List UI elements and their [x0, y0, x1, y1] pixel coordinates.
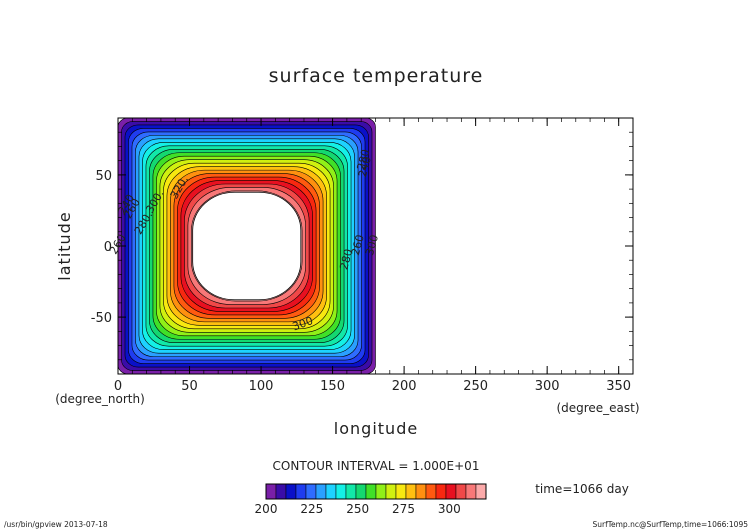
colorbar	[265, 483, 487, 500]
colorbar-swatch	[315, 483, 327, 500]
x-tick-label: 300	[535, 379, 560, 394]
colorbar-swatch	[275, 483, 287, 500]
x-axis-units: (degree_east)	[556, 401, 639, 415]
colorbar-swatch	[385, 483, 397, 500]
colorbar-swatch	[445, 483, 457, 500]
contour-label: 280	[355, 148, 373, 172]
colorbar-tick-label: 225	[300, 502, 323, 516]
y-tick-label: -50	[91, 311, 112, 326]
colorbar-swatch	[295, 483, 307, 500]
x-axis: 0 50 100 150 200 250 300 350	[114, 118, 634, 394]
contour-fill-group	[118, 118, 376, 374]
x-axis-label: longitude	[334, 419, 418, 438]
x-tick-label: 350	[606, 379, 631, 394]
colorbar-tick-label: 275	[392, 502, 415, 516]
colorbar-swatch	[305, 483, 317, 500]
y-axis-units: (degree_north)	[55, 392, 145, 406]
x-tick-label: 200	[392, 379, 417, 394]
contour-label: 240	[356, 155, 374, 179]
colorbar-swatch	[375, 483, 387, 500]
colorbar-swatch	[355, 483, 367, 500]
colorbar-frame	[265, 483, 487, 500]
colorbar-tick-label: 200	[255, 502, 278, 516]
colorbar-swatch	[365, 483, 377, 500]
contour-label: 280	[337, 247, 355, 271]
y-axis-label: latitude	[55, 211, 74, 280]
colorbar-swatch	[345, 483, 357, 500]
colorbar-swatch	[265, 483, 277, 500]
colorbar-swatch	[405, 483, 417, 500]
colorbar-swatch	[335, 483, 347, 500]
contour-interval-label: CONTOUR INTERVAL = 1.000E+01	[273, 459, 480, 473]
y-tick-label: 0	[104, 240, 112, 255]
contour-label: 260	[349, 233, 367, 257]
colorbar-ticks: 200 225 250 275 300	[255, 502, 461, 516]
x-tick-label: 0	[114, 379, 122, 394]
colorbar-tick-label: 250	[346, 502, 369, 516]
colorbar-swatch	[285, 483, 297, 500]
colorbar-swatch	[435, 483, 447, 500]
x-tick-label: 250	[463, 379, 488, 394]
colorbar-swatch	[425, 483, 437, 500]
y-tick-label: 50	[95, 169, 112, 184]
colorbar-swatch	[395, 483, 407, 500]
y-axis: -50 0 50	[91, 117, 633, 375]
time-label: time=1066 day	[535, 482, 629, 496]
colorbar-swatch	[475, 483, 487, 500]
colorbar-swatch	[325, 483, 337, 500]
footer-source: SurfTemp.nc@SurfTemp,time=1066:1095	[592, 520, 748, 529]
x-tick-label: 100	[249, 379, 274, 394]
chart-title: surface temperature	[269, 65, 484, 87]
colorbar-swatch	[455, 483, 467, 500]
contour-center-region	[192, 191, 302, 301]
colorbar-tick-label: 300	[438, 502, 461, 516]
colorbar-swatch	[465, 483, 477, 500]
footer-program: /usr/bin/gpview 2013-07-18	[4, 520, 108, 529]
contour-label: 300	[363, 233, 381, 257]
x-tick-label: 50	[181, 379, 198, 394]
colorbar-swatch	[415, 483, 427, 500]
x-tick-label: 150	[320, 379, 345, 394]
